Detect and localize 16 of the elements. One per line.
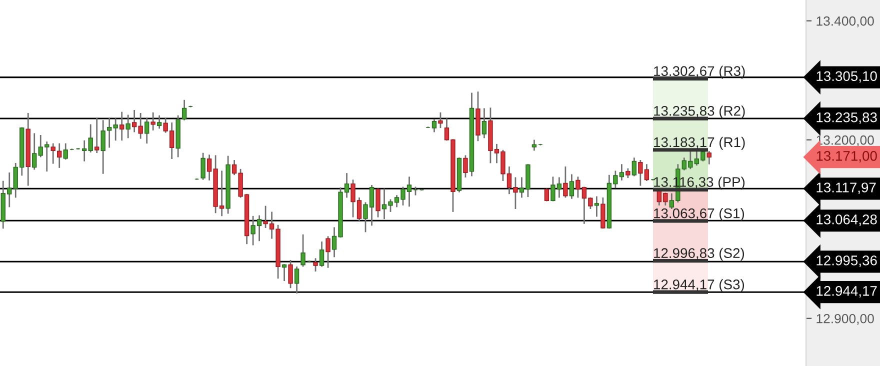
ref-line-label: 13.235,83 — [816, 112, 877, 124]
annotation: 13.235,83 (R2) — [654, 106, 745, 119]
annotation: 12.944,17 (S3) — [654, 279, 744, 292]
ref-line-label: 12.995,36 — [816, 256, 877, 268]
text: 13.171,00 — [816, 151, 877, 162]
ref-line-label: 13.064,28 — [816, 214, 877, 226]
annotation: 13.183,17 (R1) — [654, 136, 745, 150]
ref-line-label: 12.944,17 — [816, 286, 877, 298]
annotation: 12.996,83 (S2) — [654, 248, 744, 261]
ref-line-label: 13.117,97 — [816, 182, 876, 194]
y-tick-label: 13.400,00 — [816, 16, 874, 28]
annotation: 13.302,67 (R3) — [654, 66, 745, 79]
annotation: 13.063,67 (S1) — [654, 208, 744, 221]
ref-line-label: 13.305,10 — [816, 71, 877, 83]
y-tick-label: 12.900,00 — [816, 314, 874, 325]
y-tick-label: 13.200,00 — [816, 135, 874, 146]
